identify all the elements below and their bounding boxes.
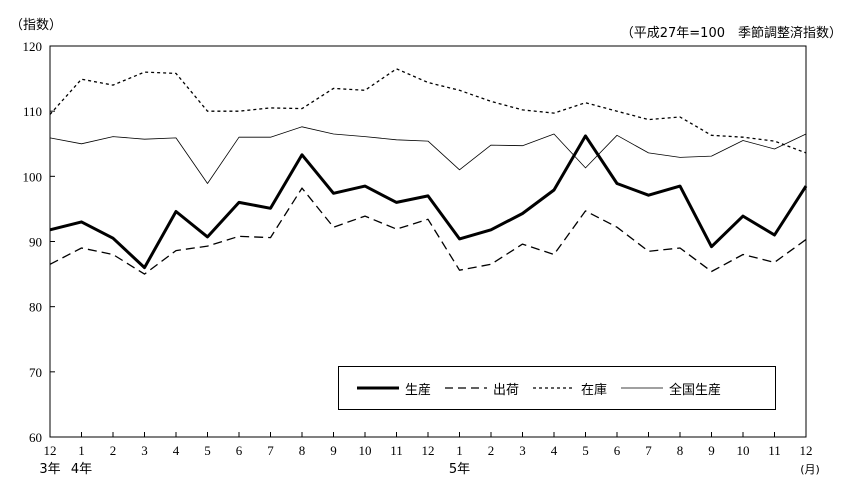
x-tick-label: 7 xyxy=(267,443,274,458)
y-tick-label: 70 xyxy=(29,365,42,380)
x-tick-label: 10 xyxy=(737,443,750,458)
x-unit-label: (月) xyxy=(800,463,820,476)
x-tick-label: 12 xyxy=(422,443,435,458)
legend-swatch-thick-solid xyxy=(357,386,399,390)
x-tick-label: 6 xyxy=(614,443,621,458)
legend-label-inventory: 在庫 xyxy=(581,382,608,398)
chart-legend: 生産 出荷 在庫 全国生産 xyxy=(338,366,776,410)
x-tick-label: 10 xyxy=(359,443,372,458)
x-tick-label: 3 xyxy=(519,443,526,458)
x-tick-label: 9 xyxy=(330,443,337,458)
x-tick-label: 9 xyxy=(708,443,715,458)
x-year-label: 5年 xyxy=(449,462,470,477)
x-tick-label: 4 xyxy=(551,443,558,458)
y-tick-label: 100 xyxy=(23,169,43,184)
legend-swatch-dotted xyxy=(533,387,576,389)
legend-item-inventory: 在庫 xyxy=(533,379,607,398)
y-tick-label: 110 xyxy=(23,104,42,119)
x-tick-label: 5 xyxy=(204,443,211,458)
x-tick-label: 4 xyxy=(173,443,180,458)
y-tick-label: 80 xyxy=(29,300,42,315)
y-tick-label: 120 xyxy=(23,39,43,54)
legend-swatch-thin-solid xyxy=(621,387,664,389)
x-tick-label: 11 xyxy=(768,443,781,458)
series-line-production xyxy=(49,134,808,270)
series-line-inventory xyxy=(49,68,807,154)
x-tick-label: 6 xyxy=(236,443,243,458)
x-tick-label: 1 xyxy=(456,443,463,458)
x-year-label: 4年 xyxy=(71,462,92,477)
chart-note: （平成27年=100 季節調整済指数） xyxy=(620,26,842,41)
x-tick-label: 5 xyxy=(582,443,589,458)
legend-label-production: 生産 xyxy=(405,382,432,398)
x-tick-label: 7 xyxy=(645,443,652,458)
x-year-label: 3年 xyxy=(39,462,60,477)
legend-item-national-production: 全国生産 xyxy=(621,379,721,398)
y-tick-label: 60 xyxy=(29,430,42,445)
y-tick-label: 90 xyxy=(29,235,42,250)
x-tick-label: 12 xyxy=(44,443,57,458)
series-line-national-production xyxy=(49,126,807,184)
x-tick-label: 1 xyxy=(78,443,85,458)
x-tick-label: 3 xyxy=(141,443,148,458)
legend-item-shipment: 出荷 xyxy=(445,379,519,398)
legend-swatch-dashed xyxy=(445,387,488,389)
y-axis-title: （指数） xyxy=(10,18,63,33)
series-line-shipment xyxy=(49,187,807,275)
x-tick-label: 8 xyxy=(677,443,684,458)
x-tick-label: 2 xyxy=(488,443,495,458)
legend-item-production: 生産 xyxy=(357,379,431,398)
x-tick-label: 11 xyxy=(390,443,403,458)
x-tick-label: 2 xyxy=(110,443,117,458)
x-tick-label: 8 xyxy=(299,443,306,458)
legend-label-shipment: 出荷 xyxy=(493,382,520,398)
legend-label-national-production: 全国生産 xyxy=(669,382,722,398)
x-tick-label: 12 xyxy=(800,443,813,458)
